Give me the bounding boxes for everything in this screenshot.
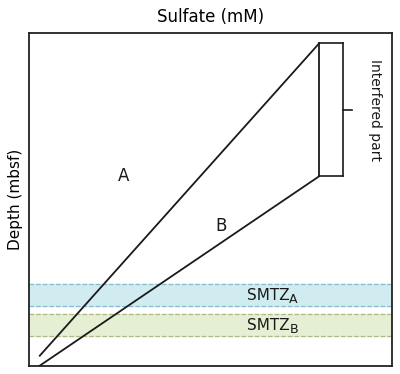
Text: SMTZ: SMTZ <box>246 288 289 303</box>
Text: A: A <box>118 167 129 185</box>
Text: Interfered part: Interfered part <box>368 59 382 161</box>
Text: SMTZ: SMTZ <box>246 318 289 332</box>
Bar <box>29 314 392 336</box>
Bar <box>29 284 392 306</box>
Text: A: A <box>289 293 298 306</box>
Text: B: B <box>216 217 227 235</box>
Y-axis label: Depth (mbsf): Depth (mbsf) <box>8 149 23 250</box>
Title: Sulfate (mM): Sulfate (mM) <box>157 8 264 26</box>
Text: B: B <box>289 323 298 335</box>
